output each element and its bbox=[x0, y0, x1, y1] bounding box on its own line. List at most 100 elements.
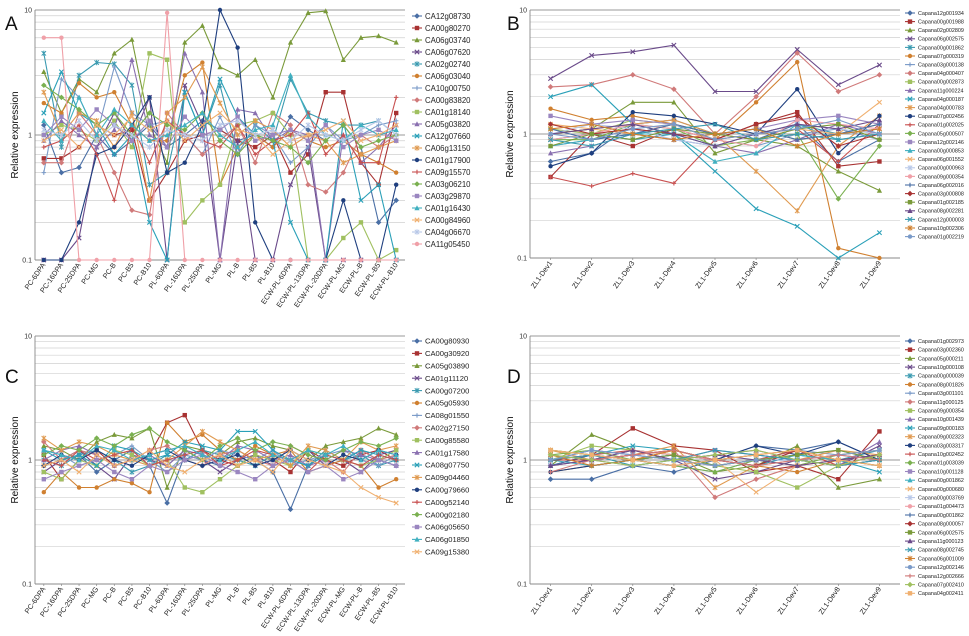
data-point bbox=[76, 164, 82, 171]
data-point bbox=[111, 169, 118, 176]
data-point bbox=[94, 138, 100, 144]
data-point bbox=[58, 169, 65, 176]
legend-entry: CA00g80270 bbox=[425, 24, 471, 33]
data-point bbox=[59, 122, 64, 128]
data-point bbox=[41, 82, 47, 89]
data-point bbox=[753, 121, 759, 127]
data-point bbox=[547, 94, 554, 100]
data-point bbox=[217, 64, 223, 70]
legend-entry: Capana10g001439 bbox=[918, 417, 964, 423]
data-point bbox=[323, 8, 329, 14]
legend-entry: Capana06g001552 bbox=[918, 157, 964, 163]
data-point bbox=[712, 143, 718, 149]
data-point bbox=[94, 447, 99, 453]
data-point bbox=[199, 89, 205, 95]
data-point bbox=[753, 463, 759, 468]
data-point bbox=[288, 127, 293, 133]
data-point bbox=[94, 152, 99, 157]
data-point bbox=[93, 469, 100, 475]
data-point bbox=[129, 127, 135, 133]
data-point bbox=[76, 485, 82, 490]
data-point bbox=[630, 109, 635, 115]
data-point bbox=[794, 143, 800, 149]
data-point bbox=[129, 447, 135, 453]
legend-marker bbox=[907, 182, 913, 188]
data-point bbox=[182, 89, 188, 95]
data-point bbox=[270, 257, 276, 263]
data-point bbox=[671, 469, 677, 475]
data-point bbox=[753, 126, 759, 132]
data-point bbox=[41, 447, 47, 453]
data-point bbox=[288, 170, 293, 175]
data-point bbox=[589, 447, 594, 453]
legend-marker bbox=[907, 382, 913, 387]
data-point bbox=[835, 168, 841, 174]
legend-entry: Capana12g002666 bbox=[918, 574, 964, 580]
data-point bbox=[877, 113, 882, 119]
legend-entry: Capana08g001826 bbox=[918, 382, 964, 388]
legend-entry: Capana07g002410 bbox=[918, 583, 964, 589]
data-point bbox=[393, 435, 399, 441]
data-point bbox=[358, 160, 364, 165]
data-point bbox=[876, 143, 883, 149]
legend-entry: Capana07g002456 bbox=[918, 114, 964, 120]
data-point bbox=[287, 219, 294, 225]
data-point bbox=[217, 100, 223, 106]
legend-entry: Capana01g002185 bbox=[918, 200, 964, 206]
data-point bbox=[753, 469, 759, 475]
data-point bbox=[712, 131, 718, 137]
data-point bbox=[877, 463, 882, 468]
data-point bbox=[200, 432, 205, 437]
data-point bbox=[712, 457, 718, 463]
data-point bbox=[836, 121, 841, 127]
data-point bbox=[182, 132, 188, 138]
data-point bbox=[376, 463, 381, 468]
data-point bbox=[548, 131, 553, 137]
data-point bbox=[76, 72, 82, 79]
data-point bbox=[589, 121, 595, 127]
data-point bbox=[712, 88, 718, 95]
data-point bbox=[393, 122, 399, 128]
data-point bbox=[876, 62, 883, 68]
data-point bbox=[76, 457, 82, 463]
data-point bbox=[794, 121, 800, 127]
data-point bbox=[270, 452, 276, 458]
data-point bbox=[671, 457, 677, 463]
data-point bbox=[753, 443, 759, 449]
data-point bbox=[129, 144, 135, 150]
data-point bbox=[876, 99, 883, 105]
legend-marker bbox=[907, 114, 913, 119]
data-point bbox=[835, 88, 842, 95]
data-point bbox=[305, 452, 311, 458]
x-tick-label: ZL1-Dev3 bbox=[611, 585, 636, 616]
data-point bbox=[270, 443, 276, 449]
data-point bbox=[58, 117, 65, 123]
data-point bbox=[76, 80, 82, 86]
data-point bbox=[358, 220, 364, 225]
data-point bbox=[671, 121, 677, 127]
data-point bbox=[41, 452, 47, 458]
data-point bbox=[41, 159, 47, 166]
data-point bbox=[393, 197, 399, 204]
data-point bbox=[589, 143, 595, 149]
legend-entry: Capana09g002323 bbox=[918, 435, 964, 441]
data-point bbox=[712, 121, 718, 127]
data-point bbox=[41, 122, 47, 128]
legend-marker bbox=[907, 338, 913, 344]
data-point bbox=[305, 257, 311, 263]
data-point bbox=[252, 159, 259, 166]
data-point bbox=[199, 64, 205, 70]
data-point bbox=[393, 138, 399, 143]
data-point bbox=[146, 452, 153, 458]
data-point bbox=[129, 480, 135, 486]
data-point bbox=[270, 122, 276, 128]
data-point bbox=[129, 463, 135, 468]
data-point bbox=[589, 183, 594, 189]
data-point bbox=[253, 220, 258, 225]
data-point bbox=[199, 22, 205, 28]
legend-entry: Capana00g002873 bbox=[918, 80, 964, 86]
legend-entry: CA11g05450 bbox=[425, 240, 471, 249]
data-point bbox=[795, 117, 800, 123]
data-point bbox=[376, 144, 382, 150]
